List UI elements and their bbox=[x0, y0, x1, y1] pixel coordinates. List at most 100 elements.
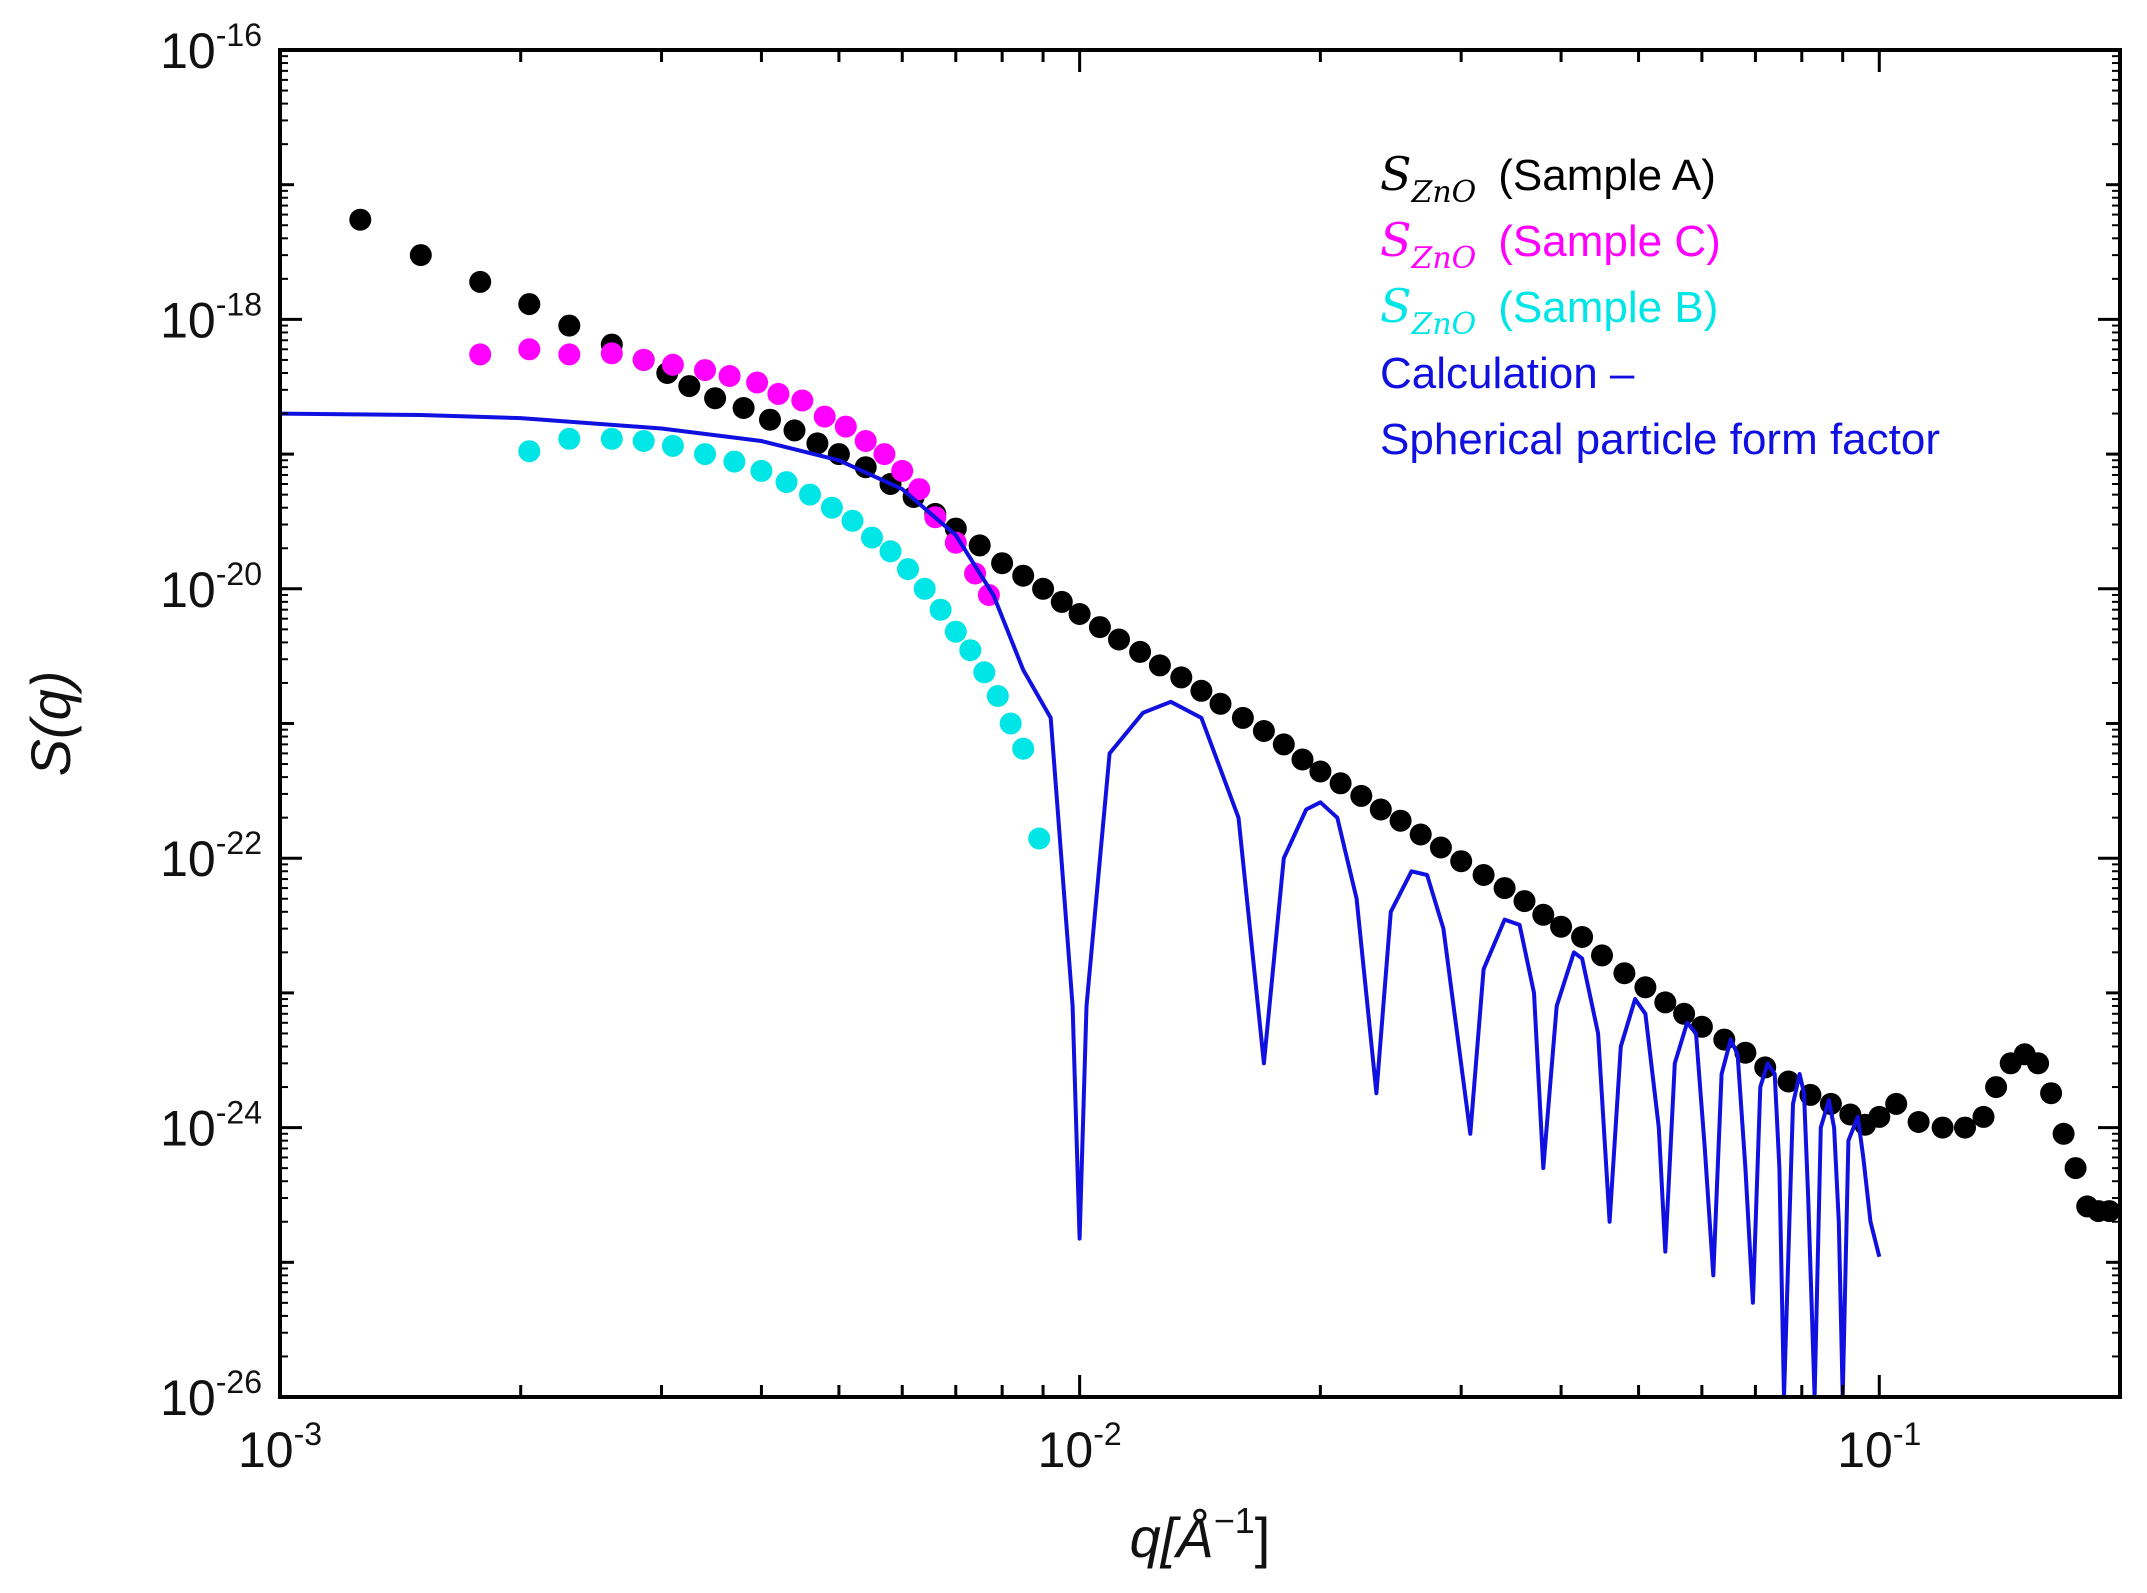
data-point bbox=[723, 450, 746, 473]
data-point bbox=[1734, 1041, 1757, 1064]
data-point bbox=[1571, 926, 1594, 948]
data-point bbox=[944, 620, 967, 643]
data-point bbox=[854, 456, 877, 479]
data-point bbox=[2027, 1052, 2050, 1075]
data-point bbox=[1252, 720, 1275, 742]
data-point bbox=[349, 208, 372, 231]
data-point bbox=[469, 343, 492, 366]
x-tick-label: 10-1 bbox=[1837, 1416, 1921, 1478]
data-point bbox=[944, 531, 967, 554]
x-tick-label: 10-2 bbox=[1038, 1416, 1122, 1478]
data-point bbox=[718, 365, 741, 387]
y-tick-label: 10-16 bbox=[160, 17, 262, 79]
data-point bbox=[518, 293, 541, 316]
series-sample-b bbox=[518, 427, 1051, 850]
data-point bbox=[1673, 1002, 1696, 1025]
data-point bbox=[841, 509, 864, 532]
data-point bbox=[1012, 564, 1035, 587]
legend: SZnO (Sample A)SZnO (Sample C)SZnO (Sample … bbox=[1380, 147, 1940, 464]
data-point bbox=[1634, 976, 1657, 999]
data-point bbox=[783, 419, 806, 442]
data-point bbox=[1190, 679, 1213, 702]
data-point bbox=[759, 408, 781, 431]
data-point bbox=[973, 661, 996, 684]
data-point bbox=[600, 427, 623, 450]
data-point bbox=[929, 598, 952, 621]
data-point bbox=[1472, 864, 1495, 886]
data-point bbox=[2098, 1200, 2120, 1223]
data-point bbox=[732, 397, 755, 419]
data-point bbox=[1985, 1076, 2008, 1099]
data-point bbox=[1291, 748, 1314, 771]
data-point bbox=[1068, 603, 1091, 625]
data-point bbox=[1931, 1116, 1954, 1139]
data-point bbox=[813, 405, 836, 428]
data-point bbox=[908, 478, 931, 501]
data-point bbox=[1088, 616, 1111, 639]
data-point bbox=[632, 430, 655, 452]
data-point bbox=[1350, 784, 1373, 807]
data-point bbox=[1148, 654, 1171, 677]
y-axis-label: S(q) bbox=[19, 671, 82, 777]
data-point bbox=[2040, 1082, 2063, 1105]
data-point bbox=[704, 387, 727, 410]
data-point bbox=[1170, 666, 1193, 689]
data-point bbox=[1389, 809, 1412, 832]
data-point bbox=[991, 552, 1014, 575]
data-point bbox=[834, 415, 857, 438]
data-point bbox=[968, 534, 991, 557]
data-point bbox=[518, 338, 541, 361]
data-point bbox=[518, 440, 541, 463]
plot-area bbox=[280, 208, 2120, 1397]
data-point bbox=[600, 342, 623, 365]
data-point bbox=[1231, 706, 1254, 729]
data-point bbox=[1108, 628, 1130, 651]
data-point bbox=[791, 389, 814, 412]
data-point bbox=[1329, 772, 1352, 795]
data-point bbox=[1209, 692, 1232, 715]
data-point bbox=[999, 712, 1022, 735]
data-point bbox=[959, 639, 982, 662]
legend-entry: SZnO (Sample B) bbox=[1380, 279, 1718, 342]
x-tick-label: 10-3 bbox=[238, 1416, 322, 1478]
data-point bbox=[964, 562, 987, 585]
data-point bbox=[558, 343, 581, 366]
data-point bbox=[558, 427, 581, 450]
y-tick-label: 10-24 bbox=[160, 1095, 262, 1157]
data-point bbox=[750, 459, 773, 482]
data-point bbox=[1012, 737, 1035, 760]
data-point bbox=[1493, 877, 1516, 900]
data-point bbox=[661, 434, 684, 457]
data-point bbox=[661, 353, 684, 376]
data-point bbox=[1429, 836, 1452, 859]
data-point bbox=[1028, 827, 1051, 850]
data-point bbox=[1613, 962, 1636, 985]
legend-entry: Calculation – bbox=[1380, 349, 1635, 398]
x-axis-label: q[Å−1] bbox=[1130, 1500, 1271, 1569]
data-point bbox=[1532, 903, 1555, 926]
legend-entry: SZnO (Sample A) bbox=[1380, 147, 1716, 210]
data-point bbox=[854, 430, 877, 452]
data-point bbox=[1050, 590, 1073, 613]
data-point bbox=[678, 375, 701, 398]
data-point bbox=[409, 244, 432, 267]
data-point bbox=[1129, 640, 1152, 663]
y-tick-label: 10-22 bbox=[160, 825, 262, 887]
legend-entry: SZnO (Sample C) bbox=[1380, 213, 1721, 276]
data-point bbox=[1032, 577, 1055, 600]
data-point bbox=[1591, 944, 1613, 967]
data-point bbox=[820, 496, 843, 519]
data-point bbox=[746, 371, 769, 394]
data-point bbox=[1954, 1116, 1976, 1139]
data-point bbox=[1513, 890, 1536, 913]
legend-entry: Spherical particle form factor bbox=[1380, 415, 1940, 464]
data-point bbox=[913, 577, 936, 600]
data-point bbox=[1972, 1105, 1995, 1128]
data-point bbox=[1777, 1070, 1800, 1093]
series-sample-c bbox=[469, 338, 1000, 606]
series-line-calculation bbox=[280, 411, 1882, 1397]
data-point bbox=[469, 270, 492, 293]
data-point bbox=[694, 359, 716, 382]
